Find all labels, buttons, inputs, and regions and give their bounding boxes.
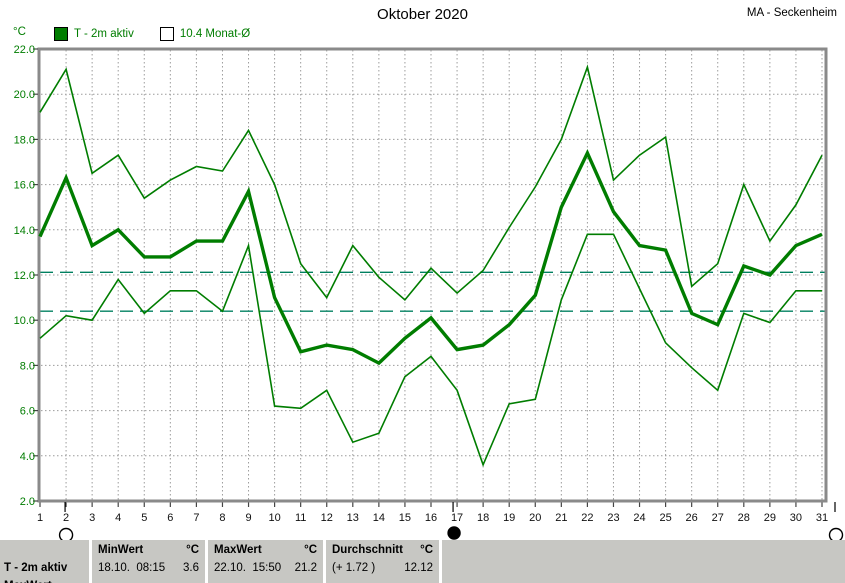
svg-text:8: 8 <box>219 512 225 524</box>
svg-text:28: 28 <box>738 512 750 524</box>
svg-text:14: 14 <box>373 512 385 524</box>
maxwert-column: MaxWert °C 22.10. 15:50 21.2 <box>208 540 323 583</box>
svg-text:10.0: 10.0 <box>14 315 35 327</box>
svg-text:5: 5 <box>141 512 147 524</box>
svg-text:29: 29 <box>764 512 776 524</box>
durchschnitt-detail: (+ 1.72 ) <box>332 562 376 574</box>
maxwert-value: 21.2 <box>294 562 317 574</box>
axis-ticks <box>33 48 823 507</box>
svg-text:19: 19 <box>503 512 515 524</box>
series-daily-min-line <box>39 233 822 468</box>
svg-text:24: 24 <box>633 512 645 524</box>
svg-text:22.0: 22.0 <box>14 44 35 56</box>
maxwert-datetime: 22.10. 15:50 <box>214 562 282 574</box>
svg-text:26: 26 <box>686 512 698 524</box>
svg-text:14.0: 14.0 <box>14 225 35 237</box>
info-bar-filler <box>442 540 845 583</box>
series-label: T - 2m aktiv <box>4 562 68 574</box>
minwert-unit: °C <box>186 544 199 556</box>
svg-text:4.0: 4.0 <box>20 451 35 463</box>
durchschnitt-value: 12.12 <box>404 562 433 574</box>
next-row-label: MaxWert <box>4 577 85 583</box>
svg-text:12: 12 <box>321 512 333 524</box>
maxwert-header: MaxWert <box>214 544 262 556</box>
y-axis-unit-label: °C <box>13 26 26 38</box>
svg-text:30: 30 <box>790 512 802 524</box>
minwert-column: MinWert °C 18.10. 08:15 3.6 <box>92 540 205 583</box>
svg-text:16: 16 <box>425 512 437 524</box>
info-header-empty <box>4 540 85 559</box>
new-moon-icon <box>447 526 461 540</box>
station-label: MA - Seckenheim <box>746 7 837 19</box>
svg-text:22: 22 <box>581 512 593 524</box>
svg-text:11: 11 <box>295 512 306 524</box>
svg-text:10: 10 <box>268 512 280 524</box>
svg-text:8.0: 8.0 <box>20 360 35 372</box>
svg-text:1: 1 <box>37 512 43 524</box>
svg-text:27: 27 <box>712 512 724 524</box>
svg-text:16.0: 16.0 <box>14 180 35 192</box>
series-daily-max-line <box>39 64 823 302</box>
x-axis-labels: 1 2 3 4 5 6 7 8 9 10 11 12 13 14 15 16 17 18 19 20 21 22 23 24 2… <box>37 512 828 524</box>
svg-text:4: 4 <box>115 512 121 524</box>
svg-text:17: 17 <box>451 512 463 524</box>
grid-lines <box>41 50 825 500</box>
svg-text:9: 9 <box>245 512 251 524</box>
svg-text:25: 25 <box>659 512 671 524</box>
svg-text:15: 15 <box>399 512 411 524</box>
chart-legend: T - 2m aktiv 10.4 Monat-Ø <box>54 27 276 41</box>
legend-item-aktiv: T - 2m aktiv <box>74 28 134 40</box>
minwert-datetime: 18.10. 08:15 <box>98 562 166 574</box>
durchschnitt-unit: °C <box>420 544 433 556</box>
svg-text:6.0: 6.0 <box>20 406 35 418</box>
minwert-header: MinWert <box>98 544 144 556</box>
maxwert-unit: °C <box>304 544 317 556</box>
legend-open-square-icon <box>159 27 174 41</box>
svg-text:18.0: 18.0 <box>14 134 35 146</box>
svg-text:31: 31 <box>816 512 828 524</box>
svg-text:12.0: 12.0 <box>14 270 35 282</box>
durchschnitt-header: Durchschnitt <box>332 544 403 556</box>
plot-frame <box>37 47 828 503</box>
y-axis-labels: 22.0 20.0 18.0 16.0 14.0 12.0 10.0 8.0 6.0 4.0 2.0 <box>14 44 35 508</box>
minwert-value: 3.6 <box>183 562 199 574</box>
legend-item-monat: 10.4 Monat-Ø <box>179 28 251 40</box>
svg-text:7: 7 <box>193 512 199 524</box>
series-t-2m-aktiv-line <box>38 148 823 366</box>
svg-text:20: 20 <box>529 512 541 524</box>
svg-text:18: 18 <box>477 512 489 524</box>
svg-text:23: 23 <box>607 512 619 524</box>
legend-filled-square-icon <box>54 27 68 41</box>
svg-text:2: 2 <box>63 512 69 524</box>
svg-text:21: 21 <box>555 512 567 524</box>
info-label-column: T - 2m aktiv MaxWert <box>0 540 89 583</box>
svg-text:2.0: 2.0 <box>20 496 35 508</box>
svg-text:13: 13 <box>347 512 359 524</box>
durchschnitt-column: Durchschnitt °C (+ 1.72 ) 12.12 <box>326 540 439 583</box>
page-title: Oktober 2020 <box>377 6 468 23</box>
svg-text:6: 6 <box>167 512 173 524</box>
svg-text:3: 3 <box>89 512 95 524</box>
svg-text:20.0: 20.0 <box>14 89 35 101</box>
info-bar: T - 2m aktiv MaxWert MinWert °C 18.10. 0… <box>0 540 845 583</box>
